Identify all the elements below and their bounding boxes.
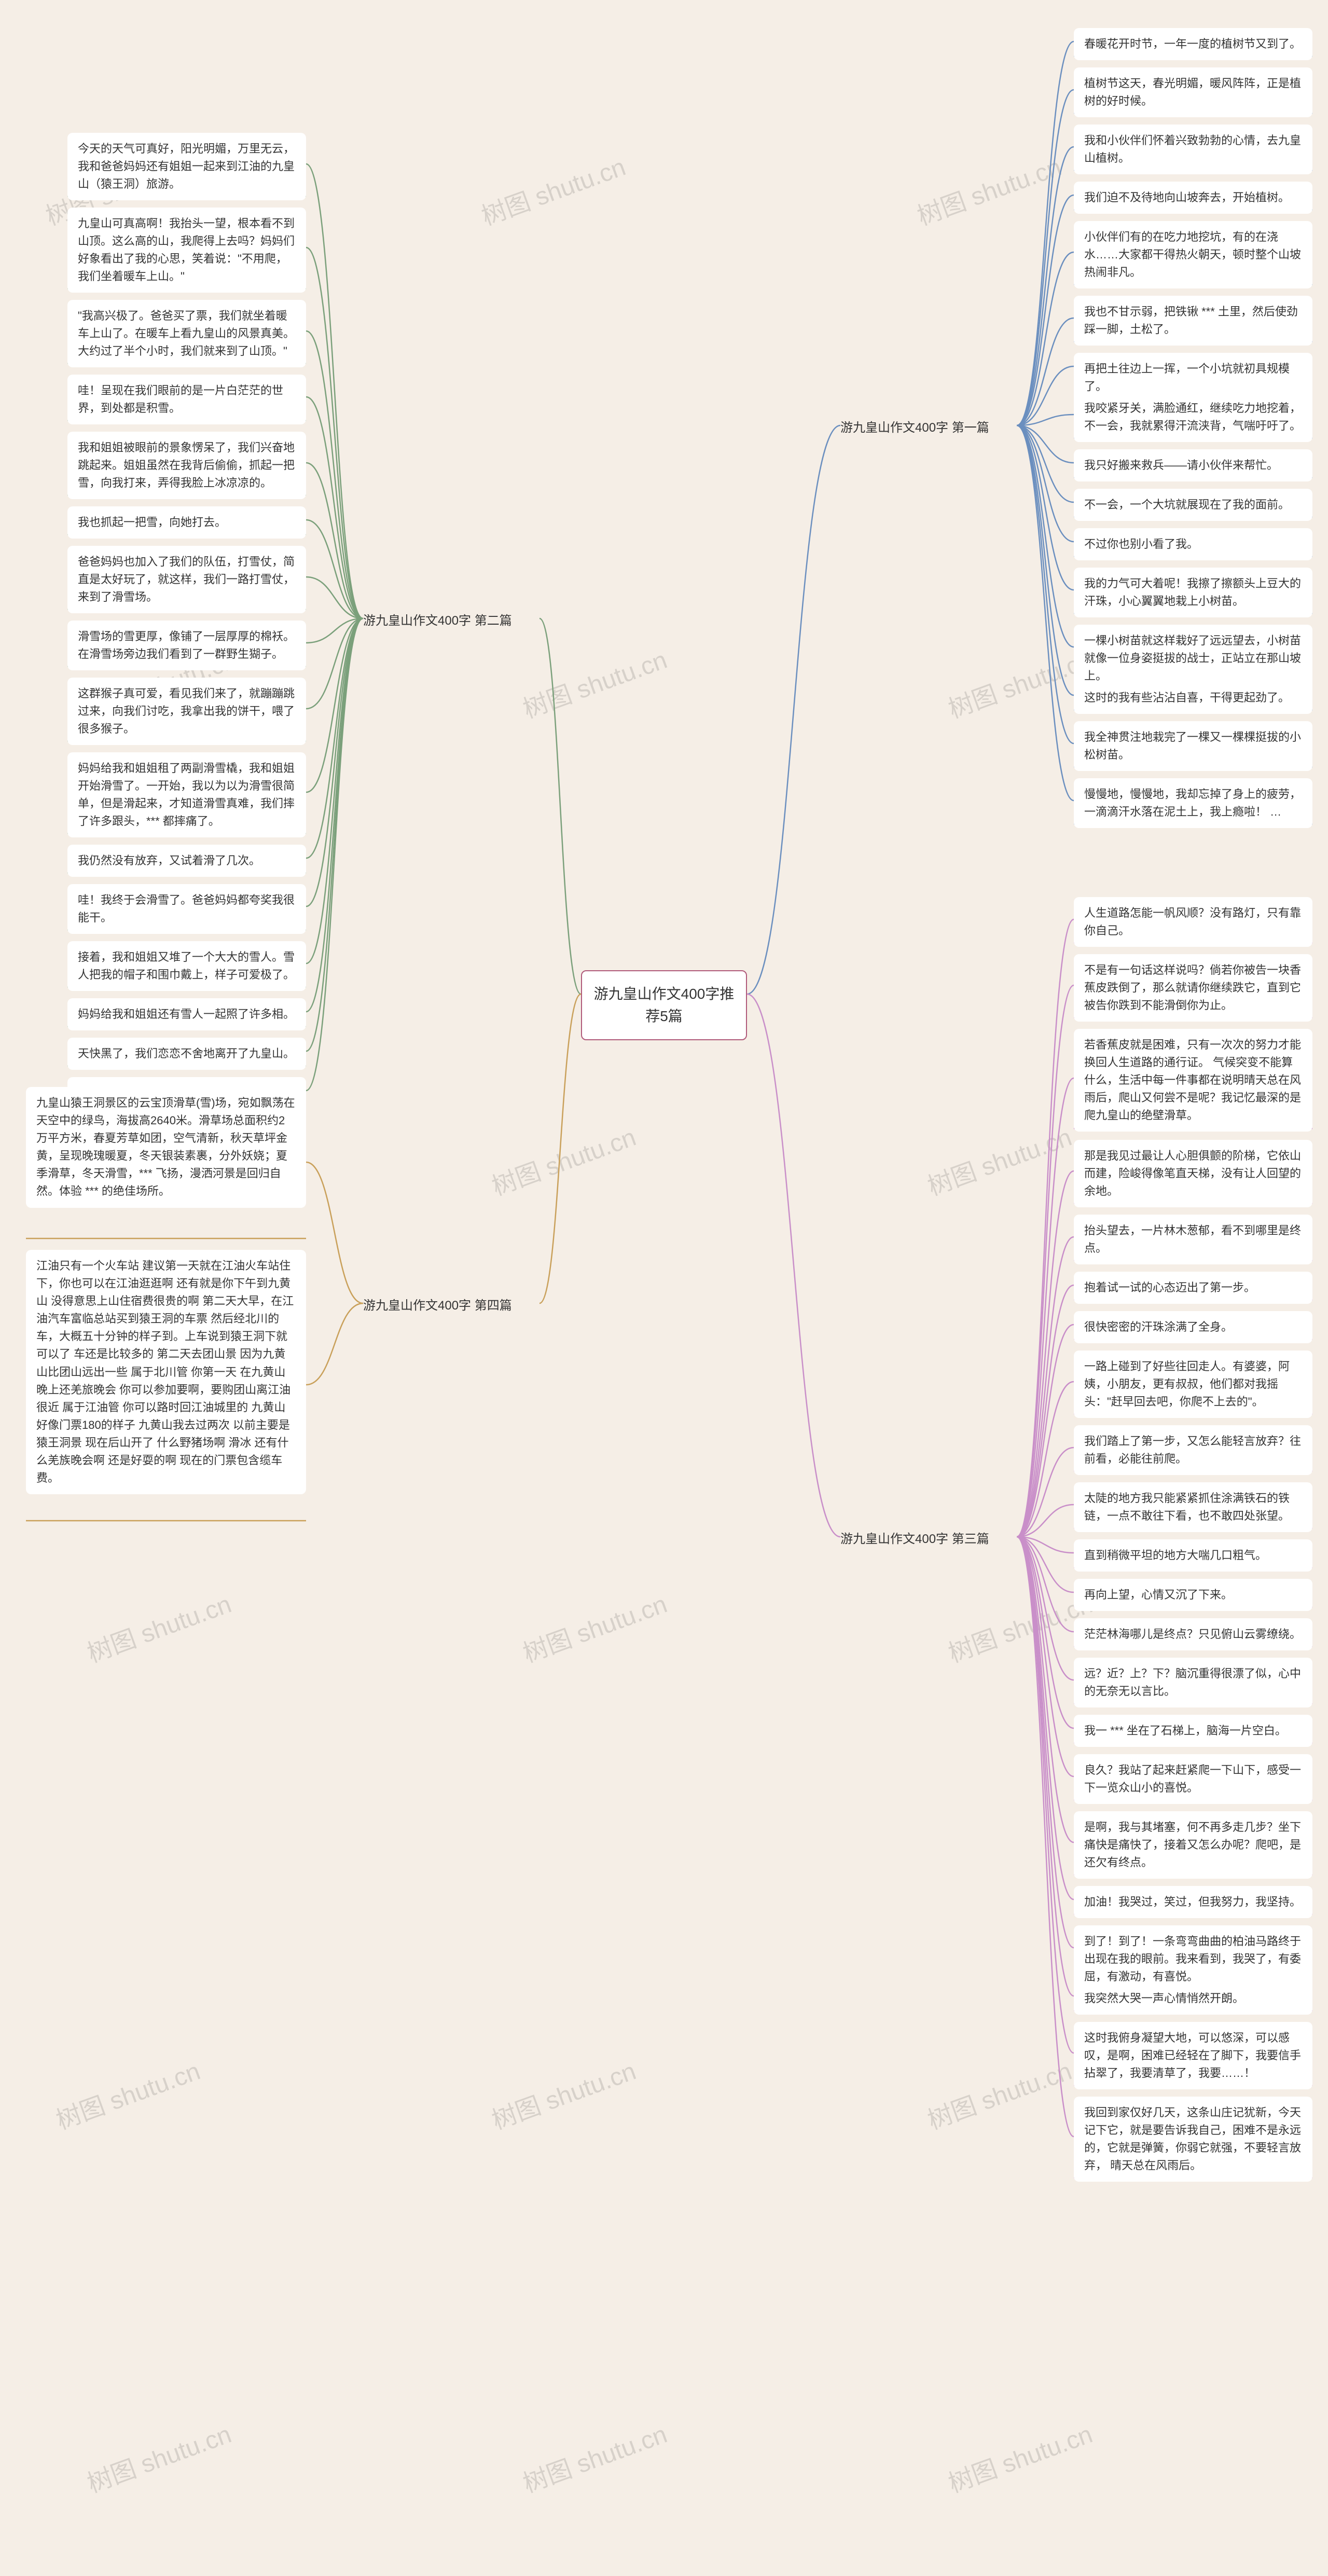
- leaf-b3-19: 我突然大哭一声心情悄然开朗。: [1074, 1982, 1312, 2015]
- leaf-b3-10: 直到稍微平坦的地方大喘几口粗气。: [1074, 1539, 1312, 1572]
- leaf-b1-3: 我们迫不及待地向山坡奔去，开始植树。: [1074, 182, 1312, 214]
- leaf-b1-0: 春暖花开时节，一年一度的植树节又到了。: [1074, 28, 1312, 60]
- watermark: 树图 shutu.cn: [476, 146, 630, 232]
- leaf-b3-17: 加油！我哭过，笑过，但我努力，我坚持。: [1074, 1886, 1312, 1918]
- leaf-b3-21: 我回到家仅好几天，这条山庄记犹新，今天记下它，就是要告诉我自己，困难不是永远的，…: [1074, 2097, 1312, 2182]
- leaf-b4-1: 江油只有一个火车站 建议第一天就在江油火车站住下，你也可以在江油逛逛啊 还有就是…: [26, 1250, 306, 1494]
- leaf-b1-8: 我只好搬来救兵——请小伙伴来帮忙。: [1074, 449, 1312, 481]
- leaf-b1-5: 我也不甘示弱，把铁锹 *** 土里，然后使劲踩一脚，土松了。: [1074, 296, 1312, 346]
- leaf-b3-6: 很快密密的汗珠涂满了全身。: [1074, 1311, 1312, 1343]
- leaf-b2-9: 妈妈给我和姐姐租了两副滑雪橇，我和姐姐开始滑雪了。一开始，我以为以为滑雪很简单，…: [67, 752, 306, 837]
- leaf-b1-13: 这时的我有些沾沾自喜，干得更起劲了。: [1074, 682, 1312, 714]
- leaf-b3-2: 若香蕉皮就是困难，只有一次次的努力才能换回人生道路的通行证。 气候突变不能算什么…: [1074, 1029, 1312, 1132]
- leaf-b1-10: 不过你也别小看了我。: [1074, 528, 1312, 560]
- leaf-b3-7: 一路上碰到了好些往回走人。有婆婆，阿姨，小朋友，更有叔叔，他们都对我摇头："赶早…: [1074, 1351, 1312, 1418]
- watermark: 树图 shutu.cn: [486, 1117, 640, 1202]
- leaf-b2-3: 哇！呈现在我们眼前的是一片白茫茫的世界，到处都是积雪。: [67, 375, 306, 424]
- leaf-b4-0: 九皇山猿王洞景区的云宝顶滑草(雪)场，宛如飘荡在天空中的绿鸟，海拔高2640米。…: [26, 1087, 306, 1208]
- leaf-b1-9: 不一会，一个大坑就展现在了我的面前。: [1074, 489, 1312, 521]
- leaf-b2-4: 我和姐姐被眼前的景象愣呆了，我们兴奋地跳起来。姐姐虽然在我背后偷偷，抓起一把雪，…: [67, 432, 306, 499]
- watermark: 树图 shutu.cn: [911, 146, 1066, 232]
- watermark: 树图 shutu.cn: [486, 2050, 640, 2136]
- leaf-b1-7: 我咬紧牙关，满脸通红，继续吃力地挖着，不一会，我就累得汗流浃背，气喘吁吁了。: [1074, 392, 1312, 442]
- watermark: 树图 shutu.cn: [943, 2414, 1097, 2499]
- leaf-b2-14: 天快黑了，我们恋恋不舍地离开了九皇山。: [67, 1038, 306, 1070]
- leaf-b2-11: 哇！我终于会滑雪了。爸爸妈妈都夸奖我很能干。: [67, 884, 306, 934]
- leaf-b3-20: 这时我俯身凝望大地，可以悠深，可以感叹，是啊，困难已经轻在了脚下，我要信手拈翠了…: [1074, 2022, 1312, 2089]
- leaf-b3-8: 我们踏上了第一步，又怎么能轻言放弃？往前看，必能往前爬。: [1074, 1425, 1312, 1475]
- leaf-b2-8: 这群猴子真可爱，看见我们来了，就蹦蹦跳过来，向我们讨吃，我拿出我的饼干，喂了很多…: [67, 678, 306, 745]
- watermark: 树图 shutu.cn: [922, 1117, 1076, 1202]
- leaf-b2-13: 妈妈给我和姐姐还有雪人一起照了许多相。: [67, 998, 306, 1030]
- branch-b1: 游九皇山作文400字 第一篇: [840, 414, 989, 442]
- leaf-b1-14: 我全神贯注地栽完了一棵又一棵棵挺拔的小松树苗。: [1074, 721, 1312, 771]
- leaf-b3-11: 再向上望，心情又沉了下来。: [1074, 1579, 1312, 1611]
- leaf-b2-5: 我也抓起一把雪，向她打去。: [67, 506, 306, 539]
- leaf-b3-9: 太陡的地方我只能紧紧抓住涂满铁石的铁链，一点不敢往下看，也不敢四处张望。: [1074, 1482, 1312, 1532]
- root-node: 游九皇山作文400字推荐5篇: [581, 970, 747, 1040]
- leaf-b2-1: 九皇山可真高啊！我抬头一望，根本看不到山顶。这么高的山，我爬得上去吗？妈妈们好象…: [67, 208, 306, 293]
- leaf-b3-14: 我一 *** 坐在了石梯上，脑海一片空白。: [1074, 1715, 1312, 1747]
- leaf-b2-0: 今天的天气可真好，阳光明媚，万里无云，我和爸爸妈妈还有姐姐一起来到江油的九皇山（…: [67, 133, 306, 200]
- leaf-b2-6: 爸爸妈妈也加入了我们的队伍，打雪仗，简直是太好玩了，就这样，我们一路打雪仗，来到…: [67, 546, 306, 613]
- leaf-b3-0: 人生道路怎能一帆风顺？没有路灯，只有靠你自己。: [1074, 897, 1312, 947]
- leaf-b3-4: 抬头望去，一片林木葱郁，看不到哪里是终点。: [1074, 1215, 1312, 1264]
- watermark: 树图 shutu.cn: [81, 1583, 236, 1669]
- watermark: 树图 shutu.cn: [81, 2414, 236, 2499]
- leaf-b1-4: 小伙伴们有的在吃力地挖坑，有的在浇水……大家都干得热火朝天，顿时整个山坡热闹非凡…: [1074, 221, 1312, 288]
- leaf-b2-10: 我仍然没有放弃，又试着滑了几次。: [67, 845, 306, 877]
- leaf-b1-15: 慢慢地，慢慢地，我却忘掉了身上的疲劳，一滴滴汗水落在泥土上，我上瘾啦！ …: [1074, 778, 1312, 828]
- branch-b4: 游九皇山作文400字 第四篇: [363, 1292, 512, 1319]
- leaf-b2-7: 滑雪场的雪更厚，像铺了一层厚厚的棉袄。在滑雪场旁边我们看到了一群野生猢子。: [67, 621, 306, 670]
- leaf-b3-16: 是啊，我与其堵塞，何不再多走几步？坐下痛快是痛快了，接着又怎么办呢？爬吧，是还欠…: [1074, 1811, 1312, 1879]
- leaf-b1-1: 植树节这天，春光明媚，暖风阵阵，正是植树的好时候。: [1074, 67, 1312, 117]
- branch-b3: 游九皇山作文400字 第三篇: [840, 1525, 989, 1553]
- watermark: 树图 shutu.cn: [517, 1583, 671, 1669]
- leaf-b3-1: 不是有一句话这样说吗？倘若你被告一块香蕉皮跌倒了，那么就请你继续跌它，直到它被告…: [1074, 954, 1312, 1022]
- leaf-b1-11: 我的力气可大着呢！我擦了擦额头上豆大的汗珠，小心翼翼地栽上小树苗。: [1074, 568, 1312, 617]
- watermark: 树图 shutu.cn: [517, 639, 671, 725]
- watermark: 树图 shutu.cn: [517, 2414, 671, 2499]
- branch-b2: 游九皇山作文400字 第二篇: [363, 607, 512, 635]
- leaf-b1-2: 我和小伙伴们怀着兴致勃勃的心情，去九皇山植树。: [1074, 125, 1312, 174]
- leaf-b3-5: 抱着试一试的心态迈出了第一步。: [1074, 1272, 1312, 1304]
- leaf-b2-12: 接着，我和姐姐又堆了一个大大的雪人。雪人把我的帽子和围巾戴上，样子可爱极了。: [67, 941, 306, 991]
- watermark: 树图 shutu.cn: [50, 2050, 204, 2136]
- leaf-b3-15: 良久？我站了起来赶紧爬一下山下，感受一下一览众山小的喜悦。: [1074, 1754, 1312, 1804]
- leaf-b3-13: 远？近？上？下？脑沉重得很漂了似，心中的无奈无以言比。: [1074, 1658, 1312, 1707]
- watermark: 树图 shutu.cn: [922, 2050, 1076, 2136]
- leaf-b3-3: 那是我见过最让人心胆俱颤的阶梯，它依山而建，险峻得像笔直天梯，没有让人回望的余地…: [1074, 1140, 1312, 1207]
- leaf-b3-12: 茫茫林海哪儿是终点？只见俯山云雾缭绕。: [1074, 1618, 1312, 1650]
- leaf-b2-2: "我高兴极了。爸爸买了票，我们就坐着暖车上山了。在暖车上看九皇山的风景真美。大约…: [67, 300, 306, 367]
